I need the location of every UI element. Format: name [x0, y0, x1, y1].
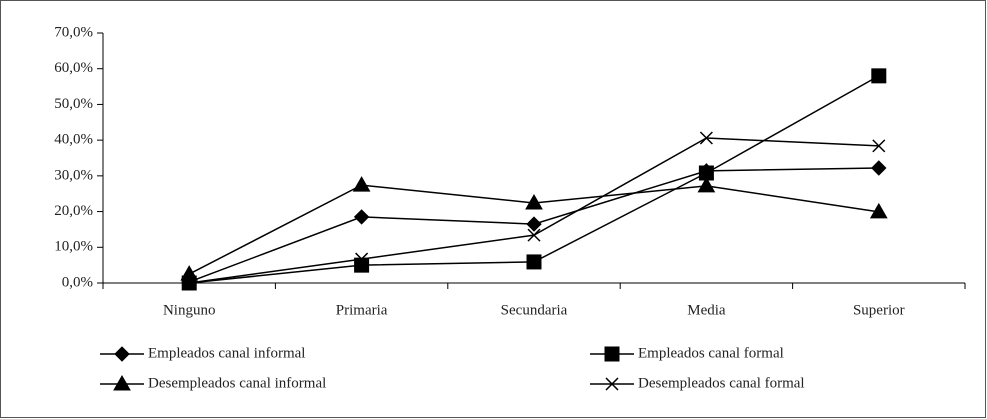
- y-tick-label: 0,0%: [62, 274, 93, 290]
- marker: [871, 160, 887, 176]
- y-tick-label: 10,0%: [54, 239, 93, 255]
- marker: [352, 176, 371, 192]
- marker: [353, 209, 370, 225]
- y-tick-label: 40,0%: [54, 132, 93, 148]
- marker: [355, 252, 369, 266]
- legend-label: Desempleados canal informal: [148, 375, 326, 391]
- y-tick-label: 60,0%: [54, 60, 93, 76]
- y-tick-label: 70,0%: [54, 24, 93, 40]
- marker: [526, 216, 542, 232]
- y-tick-label: 50,0%: [54, 96, 93, 112]
- legend-marker: [114, 346, 130, 362]
- legend-marker: [605, 377, 619, 391]
- x-tick-label: Primaria: [336, 302, 388, 318]
- marker: [699, 131, 713, 145]
- legend-marker: [113, 374, 131, 391]
- marker: [180, 265, 199, 281]
- marker: [526, 254, 542, 270]
- x-tick-label: Superior: [853, 302, 905, 318]
- y-tick-label: 30,0%: [54, 167, 93, 183]
- x-tick-label: Ninguno: [163, 302, 216, 318]
- legend-label: Empleados canal informal: [148, 345, 305, 361]
- x-tick-label: Secundaria: [501, 302, 568, 318]
- marker: [525, 193, 543, 210]
- marker: [697, 176, 716, 193]
- y-tick-label: 20,0%: [54, 203, 93, 219]
- marker: [872, 139, 886, 153]
- marker: [182, 276, 196, 290]
- marker: [869, 202, 888, 219]
- x-tick-label: Media: [687, 302, 726, 318]
- legend-label: Desempleados canal formal: [638, 375, 805, 391]
- legend-marker: [604, 346, 620, 362]
- legend-label: Empleados canal formal: [638, 345, 784, 361]
- marker: [527, 228, 541, 242]
- marker: [871, 68, 887, 84]
